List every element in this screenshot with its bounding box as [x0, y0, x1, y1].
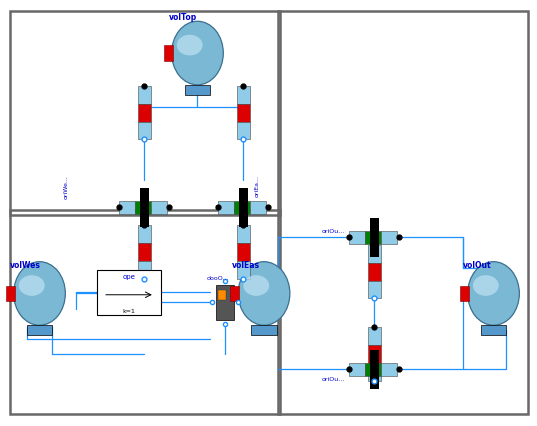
Bar [350, 363, 365, 376]
Bar [365, 231, 381, 244]
Bar [460, 285, 469, 302]
Ellipse shape [172, 21, 223, 85]
Bar [140, 188, 149, 227]
Bar [138, 104, 151, 121]
Bar [27, 325, 53, 335]
Text: volWes: volWes [10, 261, 41, 270]
Bar [138, 261, 151, 279]
Bar [237, 121, 250, 139]
Bar [237, 86, 250, 104]
Bar [234, 201, 250, 214]
Ellipse shape [243, 275, 269, 296]
Bar [6, 285, 14, 302]
Bar [278, 12, 528, 414]
Text: volEas: volEas [232, 261, 260, 270]
Text: volTop: volTop [169, 13, 197, 22]
Text: ope: ope [122, 273, 135, 279]
Text: oriEa...: oriEa... [255, 175, 260, 197]
Bar [237, 243, 250, 261]
Bar [138, 121, 151, 139]
Ellipse shape [177, 35, 202, 55]
Ellipse shape [19, 275, 45, 296]
Bar [368, 281, 381, 299]
Bar [368, 363, 381, 381]
Bar [250, 201, 266, 214]
Bar [151, 201, 166, 214]
Ellipse shape [468, 262, 519, 325]
Bar [10, 210, 280, 414]
Bar [219, 201, 234, 214]
Ellipse shape [238, 262, 290, 325]
Bar [365, 363, 381, 376]
Bar [216, 285, 234, 320]
Bar [119, 201, 135, 214]
Bar [237, 225, 250, 243]
Bar [138, 86, 151, 104]
Text: oriWe...: oriWe... [63, 175, 68, 199]
Bar [239, 188, 248, 227]
Ellipse shape [13, 262, 66, 325]
Bar [481, 325, 506, 335]
Bar [368, 345, 381, 363]
Text: dooO...: dooO... [206, 276, 229, 281]
Bar [237, 104, 250, 121]
Text: oriOu...: oriOu... [322, 229, 345, 234]
Text: oriOu...: oriOu... [322, 377, 345, 382]
Bar [237, 261, 250, 279]
Text: volOut: volOut [463, 261, 491, 270]
Ellipse shape [473, 275, 499, 296]
Bar [185, 85, 211, 95]
Bar [368, 263, 381, 281]
Bar [350, 231, 365, 244]
Bar [368, 245, 381, 263]
Bar [251, 325, 277, 335]
Bar [381, 231, 397, 244]
Bar [10, 12, 280, 215]
Bar [138, 243, 151, 261]
Bar [164, 45, 172, 61]
Bar [371, 218, 379, 257]
Bar [371, 350, 379, 389]
Bar [219, 291, 226, 300]
Bar [97, 270, 161, 315]
Bar [381, 363, 397, 376]
Bar [138, 225, 151, 243]
Bar [230, 285, 239, 302]
Bar [368, 327, 381, 345]
Text: k=1: k=1 [122, 309, 135, 314]
Bar [135, 201, 151, 214]
